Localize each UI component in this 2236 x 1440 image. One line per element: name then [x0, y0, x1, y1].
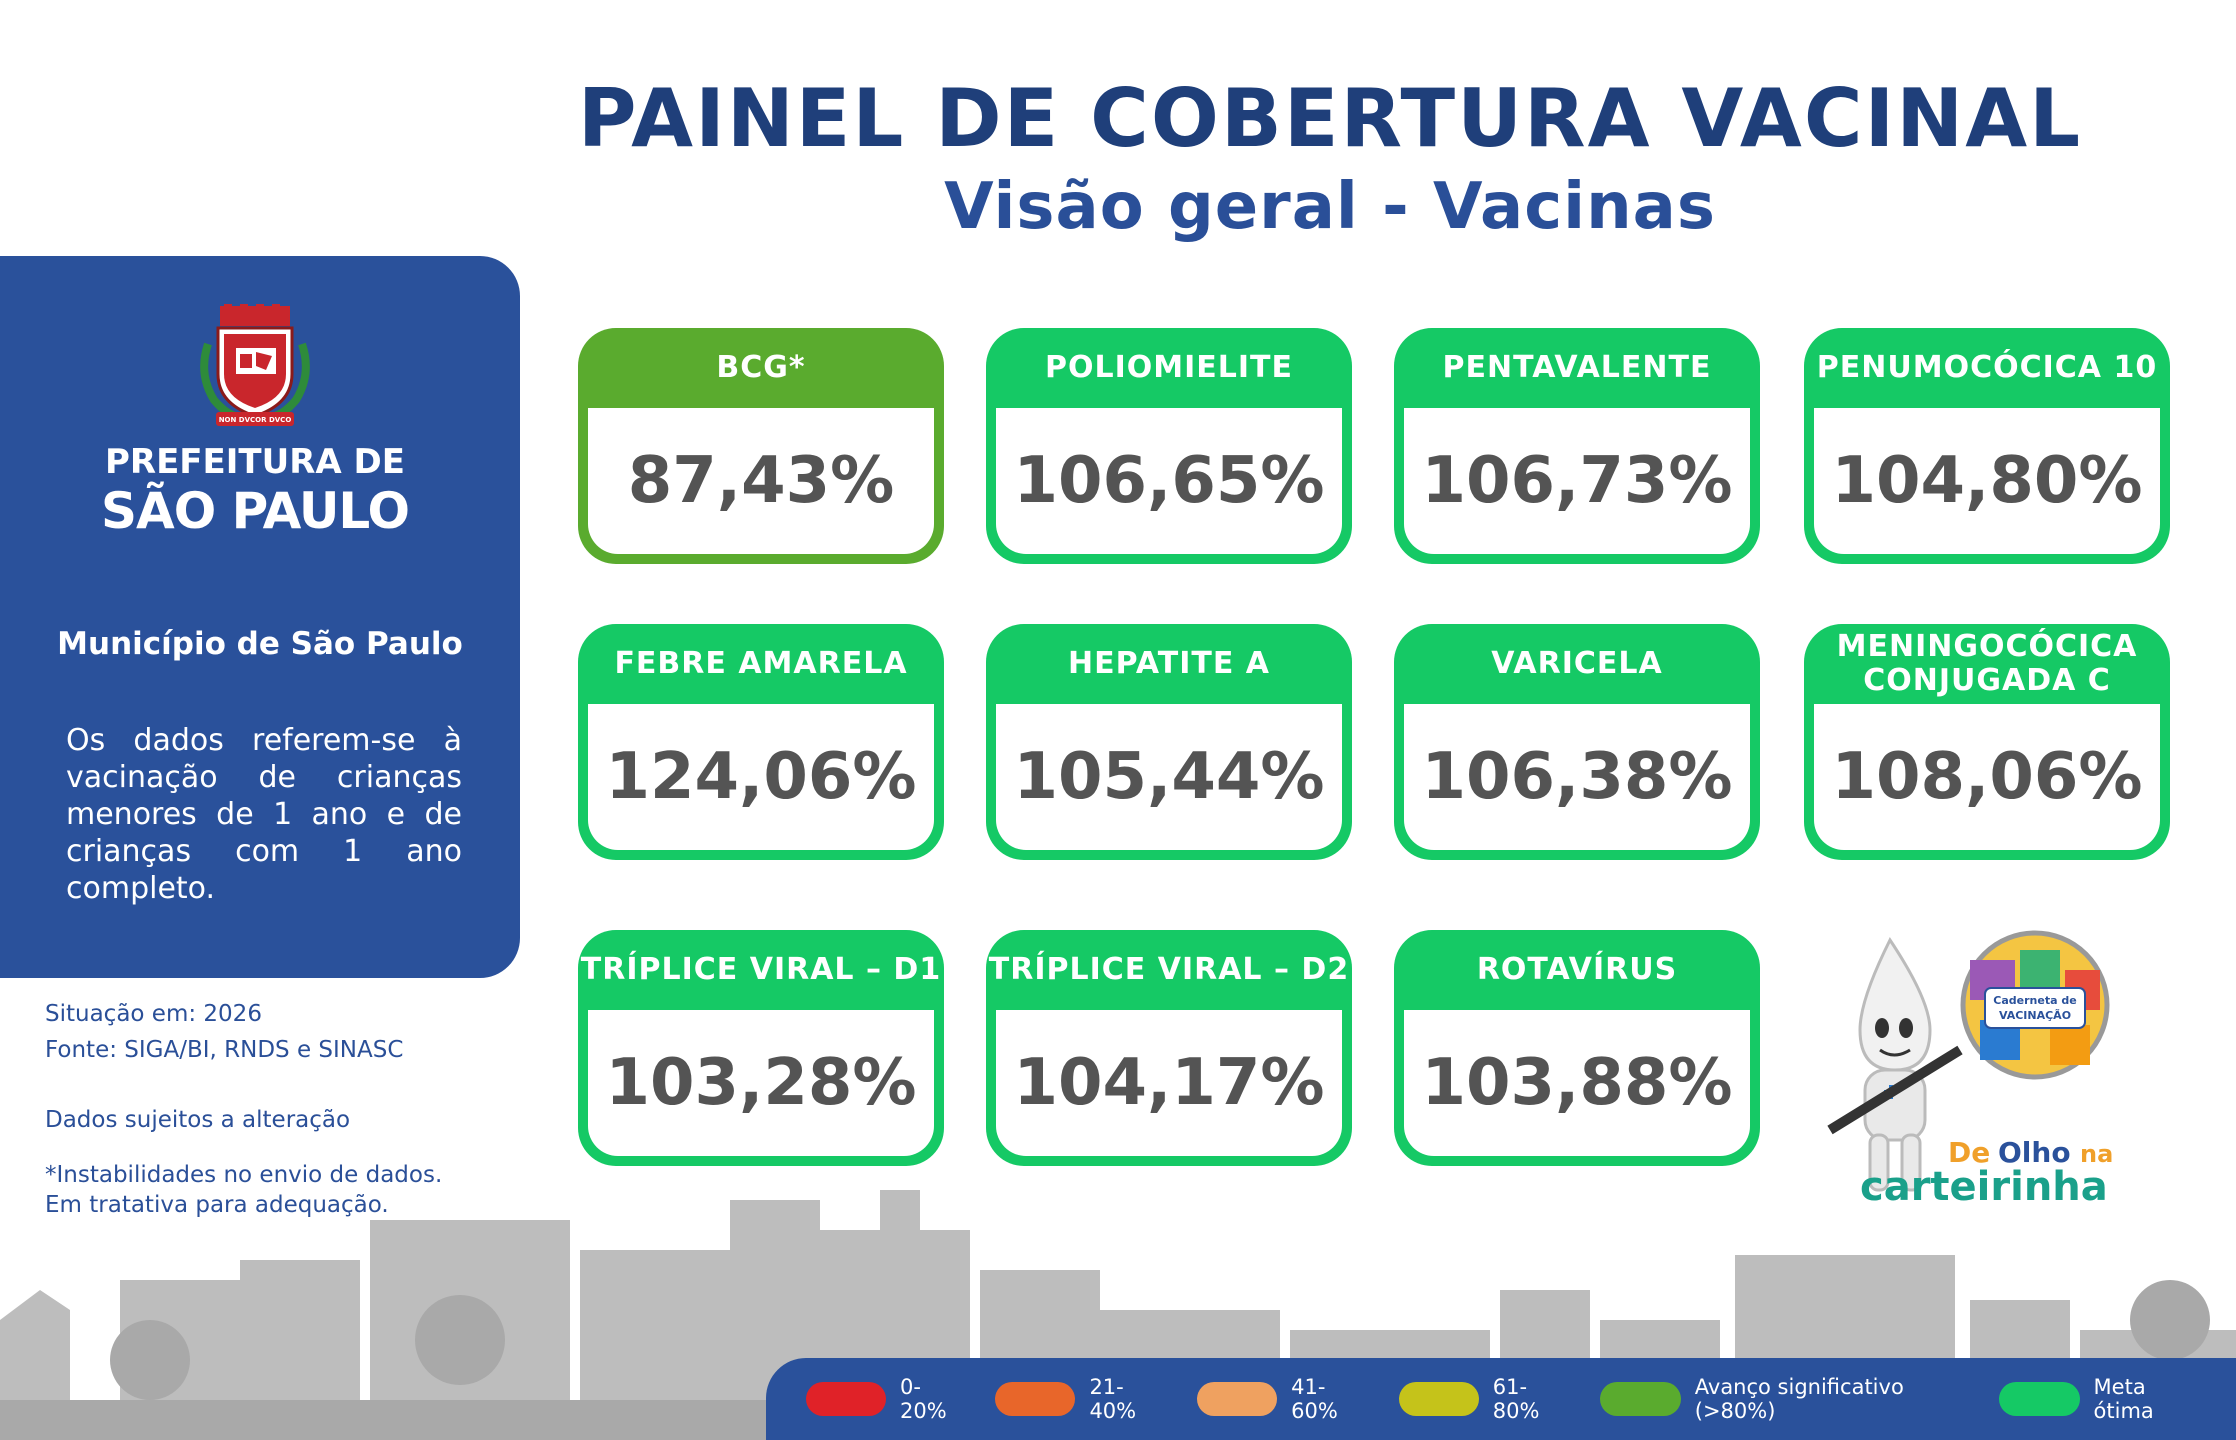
legend-swatch [995, 1382, 1076, 1416]
card-value: 103,88% [1404, 1010, 1750, 1156]
card-label: ROTAVÍRUS [1476, 952, 1678, 987]
card-pentavalente: PENTAVALENTE 106,73% [1394, 328, 1760, 564]
card-label: TRÍPLICE VIRAL – D2 [988, 952, 1350, 987]
card-triplice-d1: TRÍPLICE VIRAL – D1 103,28% [578, 930, 944, 1166]
card-value: 103,28% [588, 1010, 934, 1156]
card-label: HEPATITE A [1068, 646, 1270, 681]
card-value: 104,17% [996, 1010, 1342, 1156]
legend-item-avanco: Avanço significativo (>80%) [1600, 1375, 1965, 1423]
tratativa-text: Em tratativa para adequação. [45, 1192, 389, 1218]
sidebar-panel: NON DVCOR DVCO PREFEITURA DE SÃO PAULO M… [0, 256, 520, 978]
ze-gotinha-mascot-icon: Caderneta de VACINAÇÃO De Olho na cartei… [1827, 930, 2113, 1210]
card-value: 104,80% [1814, 408, 2160, 554]
badge-line1: Caderneta de [1993, 994, 2076, 1007]
page-title: PAINEL DE COBERTURA VACINAL [577, 72, 2083, 165]
card-label: PENUMOCÓCICA 10 [1816, 350, 2158, 385]
legend-bar: 0-20% 21-40% 41-60% 61-80% Avanço signif… [766, 1358, 2236, 1440]
legend-label: Meta ótima [2093, 1375, 2154, 1423]
campaign-de: De [1948, 1136, 1990, 1169]
legend-item-61-80: 61-80% [1398, 1375, 1567, 1423]
legend-label: 0-20% [899, 1375, 947, 1423]
card-hepatite-a: HEPATITE A 105,44% [986, 624, 1352, 860]
card-febre-amarela: FEBRE AMARELA 124,06% [578, 624, 944, 860]
card-varicela: VARICELA 106,38% [1394, 624, 1760, 860]
card-meningococica: MENINGOCÓCICA CONJUGADA C 108,06% [1804, 624, 2170, 860]
card-label: VARICELA [1491, 646, 1663, 681]
data-description: Os dados referem-se à vacinação de crian… [66, 723, 462, 906]
legend-item-meta: Meta ótima [1999, 1375, 2202, 1423]
sao-paulo-crest-icon: NON DVCOR DVCO [200, 304, 310, 426]
card-value: 124,06% [588, 704, 934, 850]
org-name-line1: PREFEITURA DE [104, 442, 405, 482]
card-triplice-d2: TRÍPLICE VIRAL – D2 104,17% [986, 930, 1352, 1166]
card-label: PENTAVALENTE [1442, 350, 1712, 385]
sujeitos-text: Dados sujeitos a alteração [45, 1107, 351, 1133]
card-rotavirus: ROTAVÍRUS 103,88% [1394, 930, 1760, 1166]
legend-swatch [1999, 1382, 2080, 1416]
fonte-text: Fonte: SIGA/BI, RNDS e SINASC [45, 1037, 404, 1063]
municipio-label: Município de São Paulo [57, 626, 463, 662]
crest-motto: NON DVCOR DVCO [219, 416, 292, 424]
legend-item-21-40: 21-40% [995, 1375, 1163, 1423]
legend-label: 41-60% [1291, 1375, 1338, 1423]
campaign-olho: Olho [1998, 1136, 2071, 1169]
card-label: FEBRE AMARELA [614, 646, 908, 681]
card-value: 105,44% [996, 704, 1342, 850]
legend-swatch [806, 1382, 886, 1416]
card-value: 106,65% [996, 408, 1342, 554]
campaign-na: na [2080, 1140, 2113, 1168]
legend-label: Avanço significativo (>80%) [1694, 1375, 1904, 1423]
data-notes: Situação em: 2026 Fonte: SIGA/BI, RNDS e… [45, 996, 545, 1220]
card-value: 108,06% [1814, 704, 2160, 850]
legend-label: 61-80% [1492, 1375, 1540, 1423]
card-value: 106,38% [1404, 704, 1750, 850]
badge-line2: VACINAÇÃO [1999, 1009, 2071, 1022]
legend-swatch [1600, 1382, 1681, 1416]
legend-label: 21-40% [1089, 1375, 1137, 1423]
legend-swatch [1398, 1382, 1479, 1416]
card-poliomielite: POLIOMIELITE 106,65% [986, 328, 1352, 564]
campaign-carteirinha: carteirinha [1860, 1164, 2108, 1210]
card-label: MENINGOCÓCICA CONJUGADA C [1836, 629, 2138, 698]
legend-item-0-20: 0-20% [806, 1375, 961, 1423]
legend-item-41-60: 41-60% [1197, 1375, 1365, 1423]
card-pneumococica: PENUMOCÓCICA 10 104,80% [1804, 328, 2170, 564]
card-value: 87,43% [588, 408, 934, 554]
page-subtitle: Visão geral - Vacinas [944, 170, 1716, 244]
instabilidade-text: *Instabilidades no envio de dados. [45, 1162, 443, 1188]
card-value: 106,73% [1404, 408, 1750, 554]
org-name-line2: SÃO PAULO [100, 482, 410, 540]
card-label: TRÍPLICE VIRAL – D1 [580, 952, 942, 987]
card-label: POLIOMIELITE [1044, 350, 1293, 385]
card-bcg: BCG* 87,43% [578, 328, 944, 564]
situacao-text: Situação em: 2026 [45, 1001, 262, 1027]
legend-swatch [1197, 1382, 1278, 1416]
card-label: BCG* [716, 350, 806, 385]
